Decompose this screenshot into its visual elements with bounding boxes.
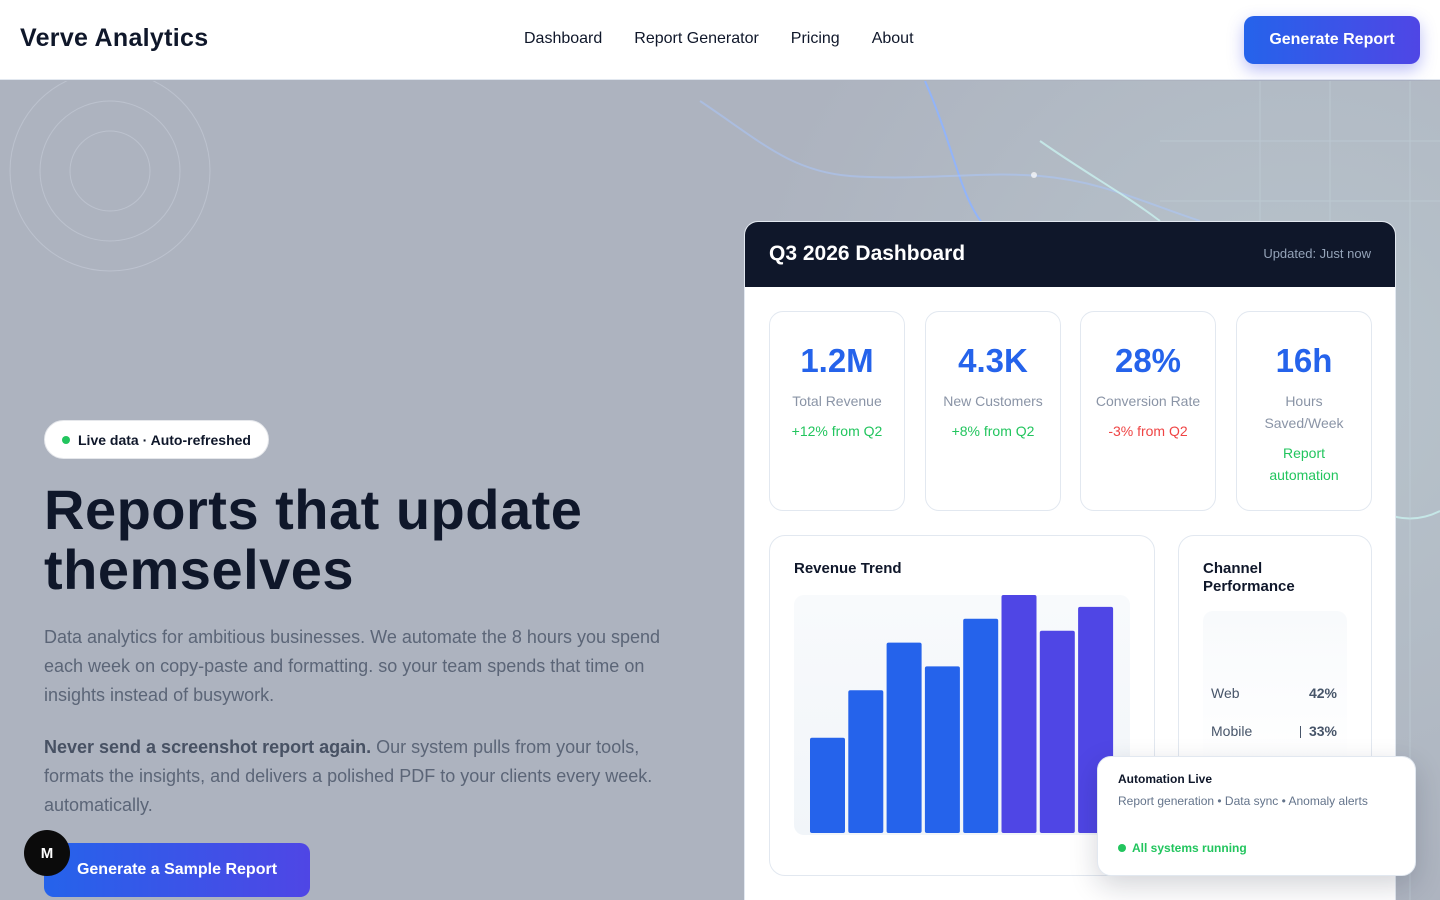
hero-emphasis: Never send a screenshot report again.: [44, 737, 372, 757]
floating-m-badge[interactable]: M: [24, 830, 70, 876]
stat-label: Hours Saved/Week: [1264, 393, 1344, 431]
generate-report-button[interactable]: Generate Report: [1244, 16, 1420, 64]
stat-value: 16h: [1275, 342, 1333, 379]
revenue-bar-7: [1039, 630, 1075, 833]
stat-value: 28%: [1114, 342, 1182, 379]
stat-delta: Report automation: [1269, 445, 1339, 483]
revenue-bar-5: [963, 618, 999, 833]
automation-status-label: All systems running: [1132, 841, 1247, 855]
automation-description: Report generation • Data sync • Anomaly …: [1118, 794, 1368, 808]
stat-delta: -3% from Q2: [1108, 423, 1188, 439]
hero-description: Data analytics for ambitious businesses.…: [44, 627, 661, 705]
stat-value: 4.3K: [958, 342, 1028, 379]
stat-card-hours-saved: 16h Hours Saved/Week Report automation: [1236, 311, 1372, 511]
hero-title: Reports that update themselves: [44, 478, 583, 601]
live-data-label: Live data · Auto-refreshed: [78, 431, 251, 448]
hero-secondary-text: Our system pulls from your tools, format…: [44, 737, 653, 815]
nav-links: Dashboard Report Generator Pricing About: [524, 30, 914, 48]
stat-label: New Customers: [943, 393, 1043, 409]
revenue-trend-chart: [794, 595, 1130, 835]
nav-link-pricing[interactable]: Pricing: [790, 30, 840, 47]
status-dot: [1118, 844, 1126, 852]
nav-link-report-generator[interactable]: Report Generator: [634, 30, 759, 47]
stat-label: Total Revenue: [792, 393, 882, 409]
stat-card-total-revenue: 1.2M Total Revenue +12% from Q2: [769, 311, 905, 511]
channel-chart-area: [1203, 611, 1347, 771]
dashboard-updated: Updated: Just now: [1263, 246, 1371, 261]
stat-delta: +8% from Q2: [951, 423, 1035, 439]
channel-row-mobile: Mobile 33%: [1211, 723, 1337, 739]
stat-card-new-customers: 4.3K New Customers +8% from Q2: [925, 311, 1061, 511]
channel-bar: [1299, 726, 1301, 739]
channel-pct: 33%: [1308, 723, 1337, 739]
stat-value: 1.2M: [800, 342, 874, 379]
channel-performance-title: Channel Performance: [1203, 560, 1295, 595]
channel-row-web: Web 42%: [1211, 685, 1337, 701]
brand-logo[interactable]: Verve Analytics: [20, 24, 209, 52]
dashboard-title: Q3 2026 Dashboard: [769, 242, 966, 265]
channel-pct: 42%: [1308, 685, 1337, 701]
revenue-bar-1: [810, 737, 845, 833]
stat-delta: +12% from Q2: [791, 423, 883, 439]
dashboard-header: Q3 2026 Dashboard Updated: Just now: [745, 222, 1395, 287]
revenue-trend-panel: Revenue Trend: [769, 535, 1155, 876]
revenue-trend-title: Revenue Trend: [794, 560, 902, 577]
nav-link-dashboard[interactable]: Dashboard: [524, 30, 603, 47]
automation-title: Automation Live: [1118, 772, 1213, 786]
revenue-bar-6: [1001, 595, 1037, 833]
channel-name: Mobile: [1211, 723, 1253, 739]
automation-status: All systems running: [1118, 841, 1247, 855]
revenue-bar-chart: [810, 595, 1114, 833]
revenue-bar-4: [924, 666, 960, 833]
hero-secondary-description: Never send a screenshot report again. Ou…: [44, 733, 704, 820]
channel-name: Web: [1211, 685, 1240, 701]
live-status-dot: [62, 435, 70, 444]
generate-sample-report-button[interactable]: Generate a Sample Report: [44, 843, 310, 897]
revenue-bar-3: [886, 642, 922, 833]
live-data-pill: Live data · Auto-refreshed: [44, 420, 269, 459]
revenue-bar-2: [848, 690, 884, 833]
stat-label: Conversion Rate: [1095, 393, 1201, 409]
nav-link-about[interactable]: About: [871, 30, 914, 47]
automation-live-card: Automation Live Report generation • Data…: [1097, 756, 1416, 876]
stat-card-conversion-rate: 28% Conversion Rate -3% from Q2: [1080, 311, 1216, 511]
top-nav: Verve Analytics Dashboard Report Generat…: [0, 0, 1440, 80]
